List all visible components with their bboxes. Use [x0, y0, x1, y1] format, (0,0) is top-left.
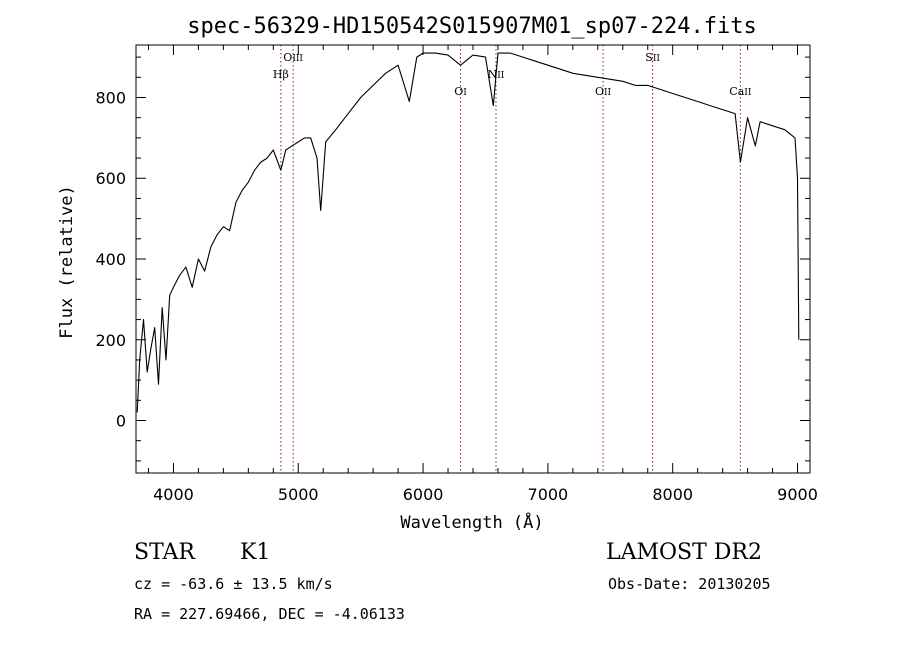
x-tick-label: 7000: [528, 485, 569, 504]
spectral-line-label: Hβ: [273, 68, 289, 81]
coordinates: RA = 227.69466, DEC = -4.06133: [134, 605, 405, 623]
x-tick-label: 6000: [403, 485, 444, 504]
spectral-line-label: OIII: [283, 51, 303, 64]
y-tick-label: 0: [116, 412, 126, 431]
y-tick-label: 600: [95, 169, 126, 188]
observation-date: Obs-Date: 20130205: [608, 575, 771, 593]
object-class: STAR: [134, 540, 195, 565]
x-tick-label: 5000: [278, 485, 319, 504]
object-subclass: K1: [240, 540, 271, 565]
spectral-line-label: OII: [595, 85, 612, 98]
x-tick-label: 9000: [777, 485, 818, 504]
x-axis-label: Wavelength (Å): [400, 511, 543, 533]
plot-frame: [135, 44, 811, 474]
y-axis-label: Flux (relative): [57, 185, 77, 339]
x-tick-label: 8000: [652, 485, 693, 504]
spectral-line-label: SII: [645, 51, 660, 64]
chart-title: spec-56329-HD150542S015907M01_sp07-224.f…: [187, 14, 757, 39]
spectral-line-label: NII: [488, 68, 505, 81]
survey-label: LAMOST DR2: [606, 540, 762, 565]
spectral-line-label: OI: [454, 85, 467, 98]
spectrum-line: [136, 52, 800, 413]
y-tick-label: 200: [95, 331, 126, 350]
redshift-velocity: cz = -63.6 ± 13.5 km/s: [134, 575, 333, 593]
x-tick-label: 4000: [153, 485, 194, 504]
plot-area: 4000 5000 6000 7000 8000 9000 0 200 400 600 800 Hβ O…: [95, 44, 818, 504]
spectral-line-label: CaII: [729, 85, 752, 98]
y-tick-label: 800: [95, 88, 126, 107]
y-tick-label: 400: [95, 250, 126, 269]
